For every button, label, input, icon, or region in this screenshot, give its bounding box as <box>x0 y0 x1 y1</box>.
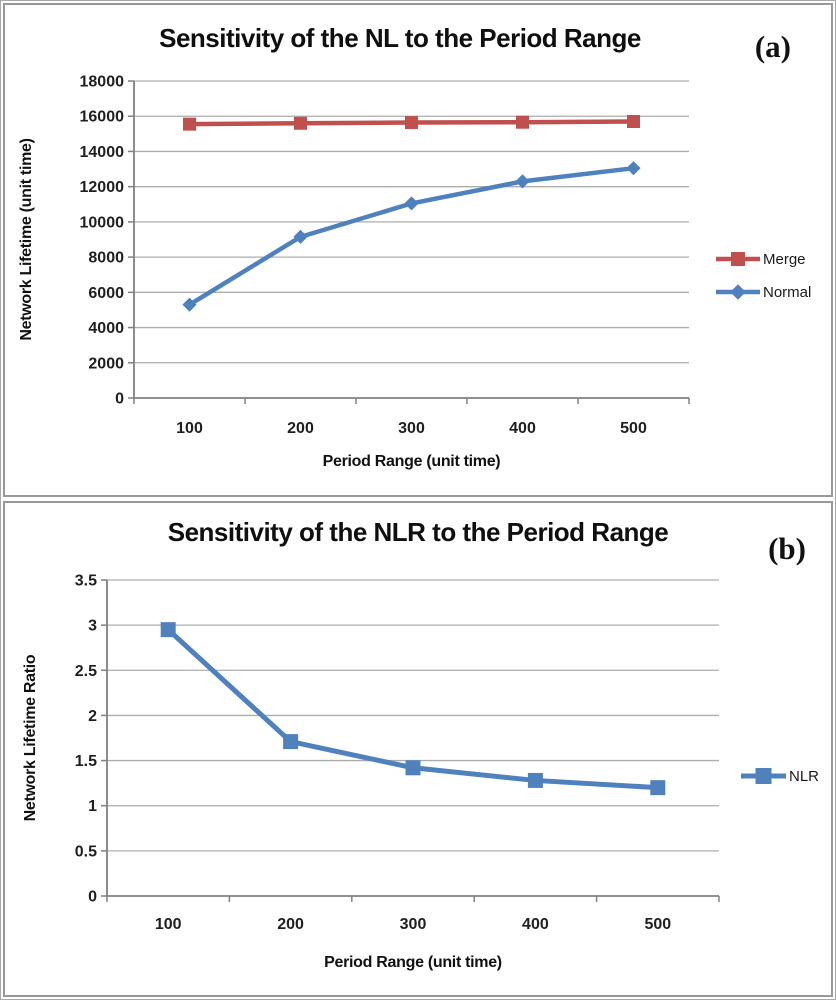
chart-panel-b: Sensitivity of the NLR to the Period Ran… <box>3 501 833 997</box>
y-tick-label: 10000 <box>80 214 125 231</box>
data-point-normal <box>404 196 419 211</box>
y-tick-label: 14000 <box>80 144 125 161</box>
chart-b-title: Sensitivity of the NLR to the Period Ran… <box>167 517 669 547</box>
data-point-nlr <box>160 622 176 638</box>
x-axis-title: Period Range (unit time) <box>324 954 502 971</box>
data-point-merge <box>405 116 418 130</box>
data-point-merge <box>516 115 529 129</box>
x-tick-label: 500 <box>620 420 647 437</box>
y-tick-label: 0.5 <box>75 843 97 860</box>
series-line-normal <box>188 165 634 307</box>
y-tick-label: 3 <box>88 618 97 635</box>
data-point-nlr <box>283 734 299 750</box>
data-point-normal <box>626 161 641 176</box>
y-tick-label: 2.5 <box>75 663 97 680</box>
legend-item-nlr: NLR <box>741 768 819 785</box>
legend-marker <box>731 252 745 266</box>
data-point-normal <box>182 297 197 312</box>
x-axis-title: Period Range (unit time) <box>323 453 501 470</box>
line-chart-nlr: 0 0.5 1 1.5 2 2.5 3 3.5 100 200 300 400 500 Period Ra… <box>22 573 819 972</box>
y-tick-label: 4000 <box>88 320 124 337</box>
y-tick-label: 1 <box>88 798 97 815</box>
data-point-merge <box>183 117 196 131</box>
panel-label-a: (a) <box>754 29 791 64</box>
data-point-nlr <box>405 760 421 776</box>
x-tick-label: 400 <box>522 916 549 933</box>
data-point-normal <box>293 229 308 244</box>
y-tick-label: 0 <box>88 889 97 906</box>
y-tick-label: 2000 <box>88 355 124 372</box>
data-point-merge <box>627 115 640 129</box>
legend-label: Merge <box>763 251 806 268</box>
y-tick-label: 3.5 <box>75 573 97 590</box>
chart-panel-a: Sensitivity of the NL to the Period Rang… <box>3 3 833 497</box>
x-tick-label: 100 <box>155 916 182 933</box>
legend-item-merge: Merge <box>716 251 806 268</box>
data-point-merge <box>294 116 307 130</box>
data-point-nlr <box>650 780 666 796</box>
line-chart-nl: 0 2000 4000 6000 8000 10000 12000 14000 16000 180… <box>18 74 811 471</box>
chart-a-title: Sensitivity of the NL to the Period Rang… <box>159 23 641 53</box>
x-tick-label: 100 <box>176 420 203 437</box>
legend-item-normal: Normal <box>716 284 811 301</box>
legend-marker <box>755 768 772 784</box>
legend-label: Normal <box>763 284 811 301</box>
y-axis-title: Network Lifetime Ratio <box>22 654 39 821</box>
y-tick-label: 2 <box>88 708 97 725</box>
y-tick-label: 8000 <box>88 250 124 267</box>
y-tick-label: 0 <box>115 391 124 408</box>
data-point-nlr <box>527 772 543 788</box>
y-tick-label: 12000 <box>80 179 125 196</box>
x-tick-label: 200 <box>277 916 304 933</box>
x-tick-label: 300 <box>400 916 427 933</box>
x-tick-label: 200 <box>287 420 314 437</box>
panel-label-b: (b) <box>768 531 806 566</box>
y-tick-label: 1.5 <box>75 753 97 770</box>
y-tick-label: 6000 <box>88 285 124 302</box>
y-tick-label: 16000 <box>80 109 125 126</box>
y-axis-title: Network Lifetime (unit time) <box>18 138 35 340</box>
y-tick-label: 18000 <box>80 74 125 91</box>
x-tick-label: 400 <box>509 420 536 437</box>
legend-label: NLR <box>789 768 819 785</box>
data-point-normal <box>515 174 530 189</box>
x-tick-label: 500 <box>644 916 671 933</box>
x-tick-label: 300 <box>398 420 425 437</box>
legend-marker <box>730 284 746 300</box>
